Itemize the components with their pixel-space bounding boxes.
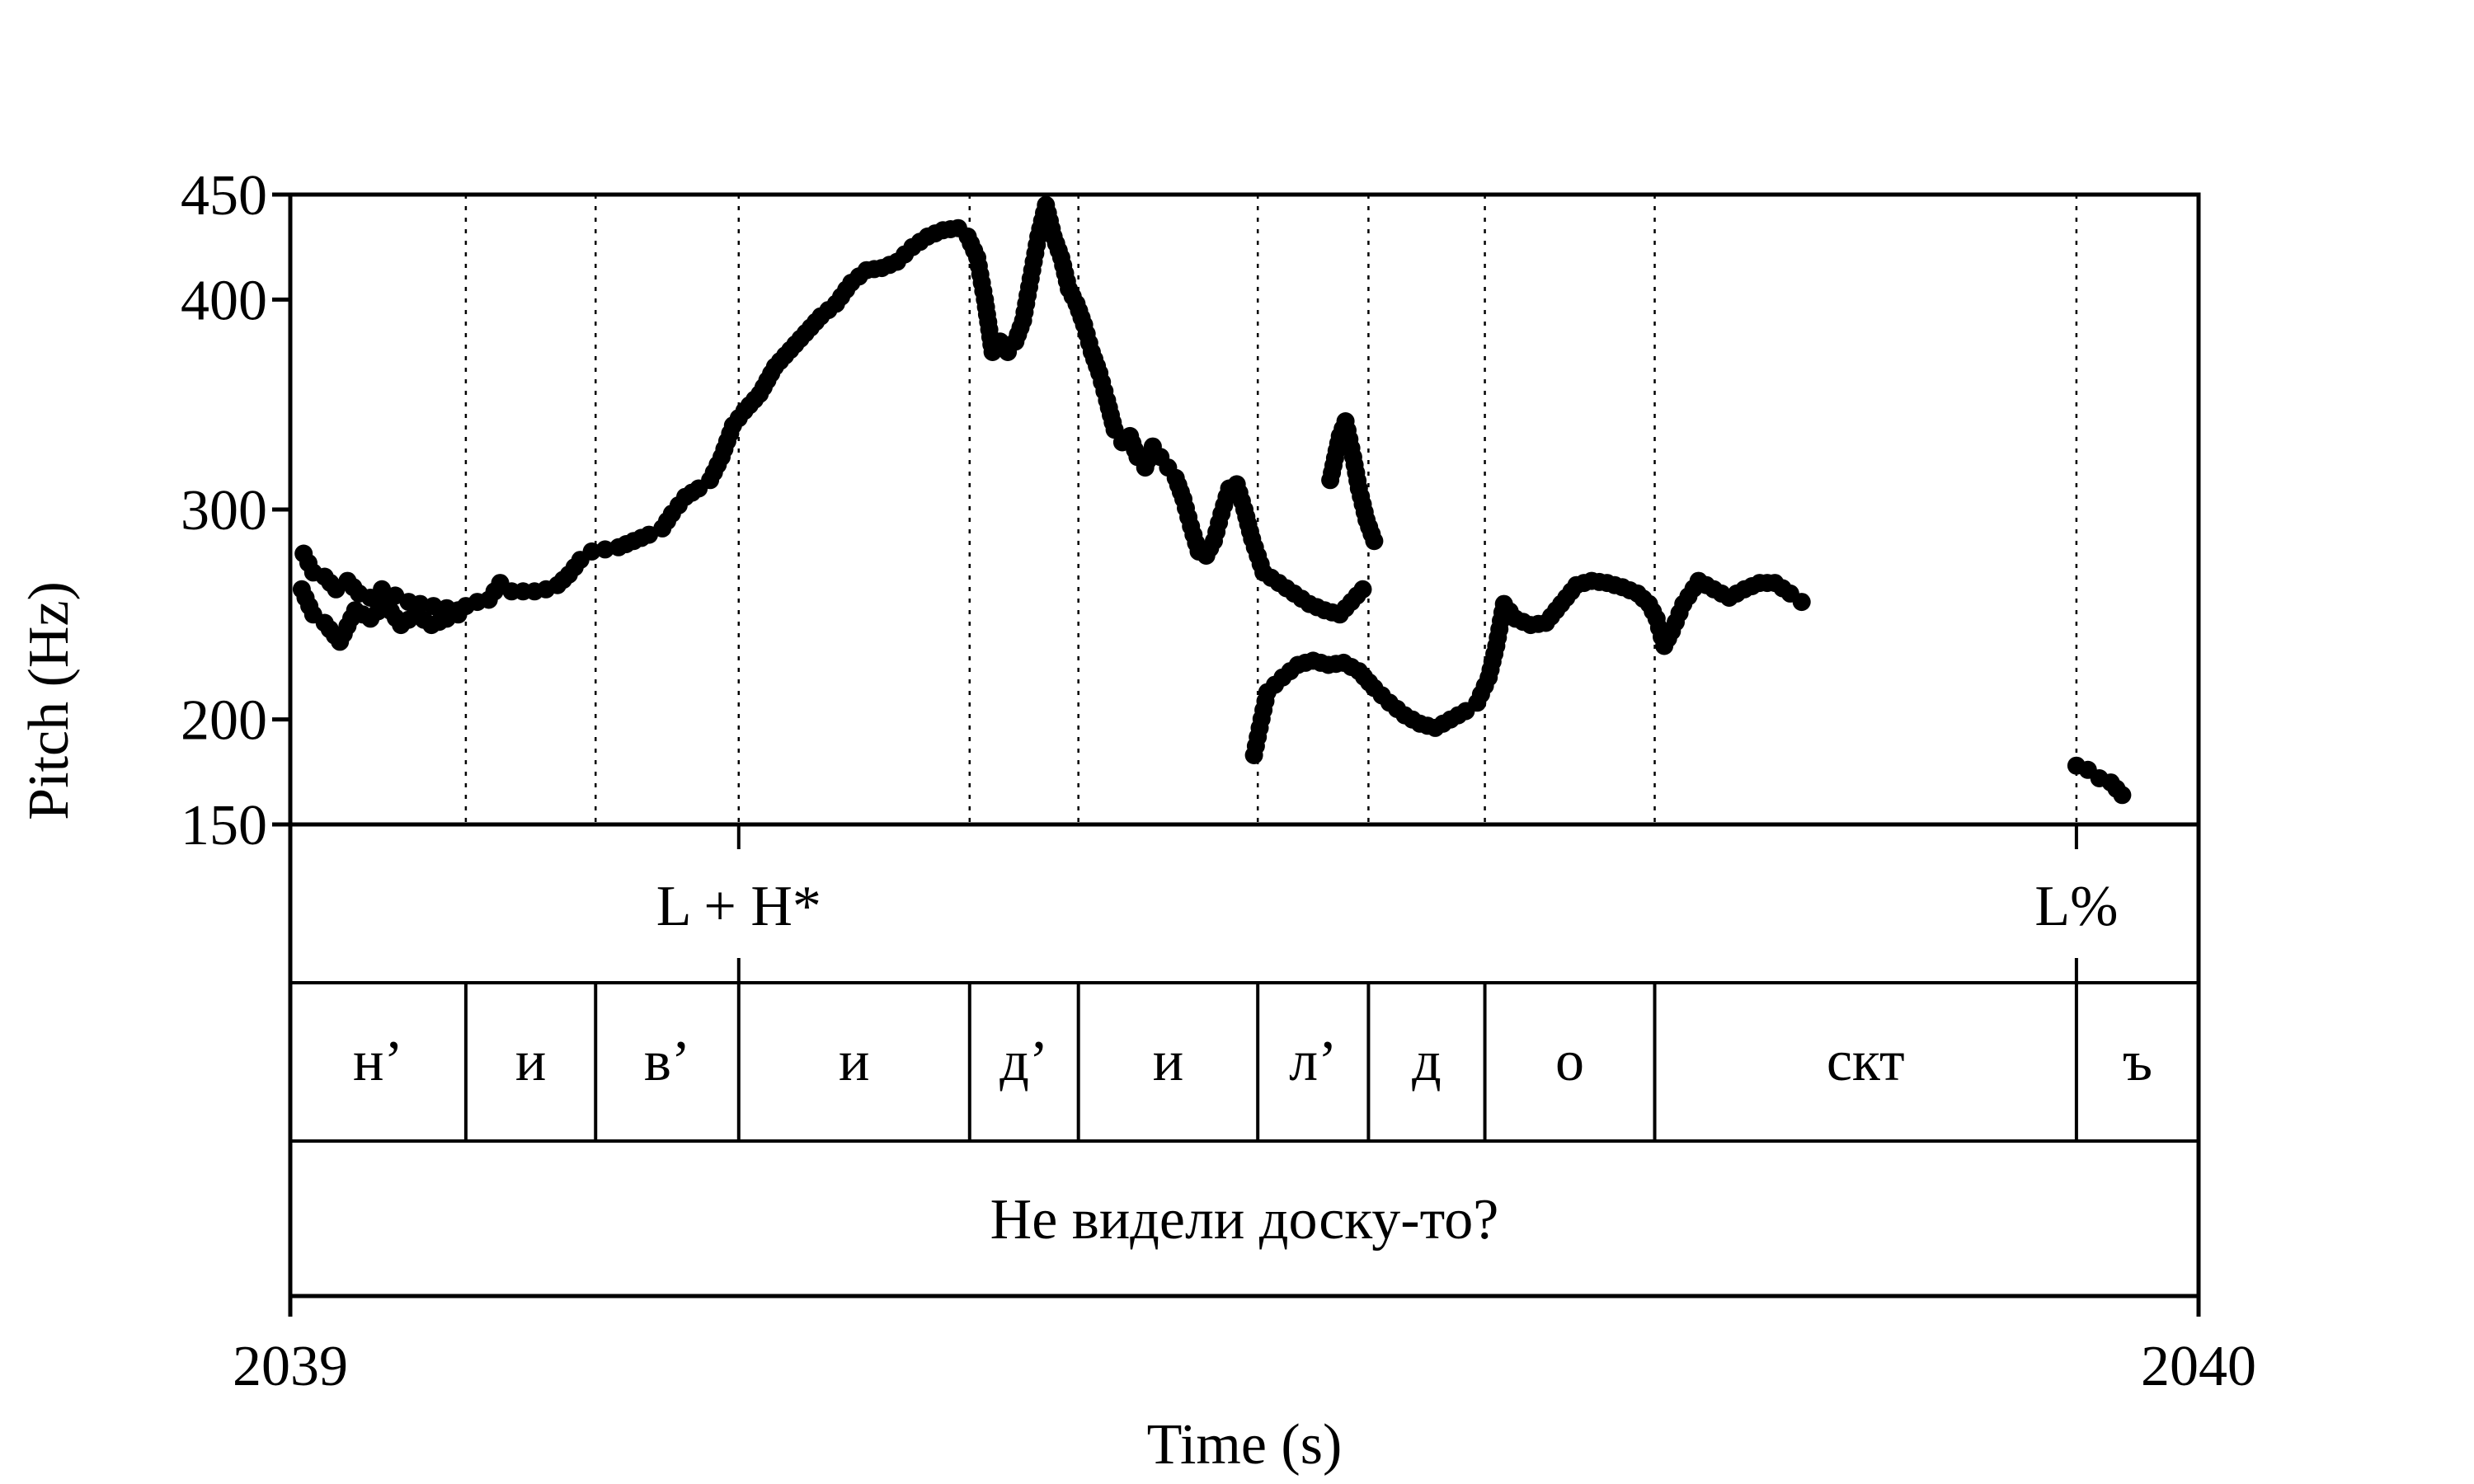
pitch-point [582,542,601,561]
tone-label: L% [2034,875,2118,938]
y-tick-label: 450 [181,164,267,228]
y-axis-title: Pitch (Hz) [17,581,81,820]
pitch-point [595,540,614,559]
segment-label: и [1153,1030,1183,1093]
y-axis-ticks: 150 200 300 400 450 [181,164,290,857]
pitch-point [1792,593,1811,612]
pitch-point [1365,532,1384,551]
segment-label: л’ [1289,1030,1337,1093]
tone-label: L + H* [656,875,821,938]
y-tick-label: 300 [181,479,267,542]
sentence-label: Не видели доску-то? [990,1188,1499,1252]
segment-label: д [1412,1030,1442,1093]
segment-tier: н’ и в’ и д’ и л’ д о скт ъ [353,983,2152,1141]
y-tick-label: 150 [181,794,267,857]
tiers-frame [288,822,2201,1298]
pitch-point [2113,786,2132,805]
x-axis: 2039 2040 Time (s) [233,1296,2256,1477]
pitch-point [449,605,468,624]
segment-label: и [515,1030,546,1093]
pitch-panel: 150 200 300 400 450 Pitch (Hz) [17,164,2201,857]
segment-label: о [1555,1030,1584,1093]
y-tick-label: 400 [181,269,267,332]
segment-label: в’ [644,1030,690,1093]
tone-tier: L + H* L% [656,824,2118,983]
segment-label: скт [1827,1030,1905,1093]
x-axis-title: Time (s) [1147,1413,1343,1477]
x-tick-label: 2039 [233,1335,348,1398]
segment-label: д’ [999,1030,1048,1093]
annotation-tiers: L + H* L% н’ и в’ и д’ и л’ д о скт ъ Не видели дос… [288,822,2201,1298]
segment-label: н’ [353,1030,403,1093]
pitch-points [292,195,2132,805]
pitch-point [1353,580,1372,599]
segment-label: ъ [2123,1030,2152,1093]
segment-label: и [839,1030,869,1093]
y-tick-label: 200 [181,689,267,753]
segment-boundary-lines [464,195,2078,824]
x-tick-label: 2040 [2141,1335,2256,1398]
